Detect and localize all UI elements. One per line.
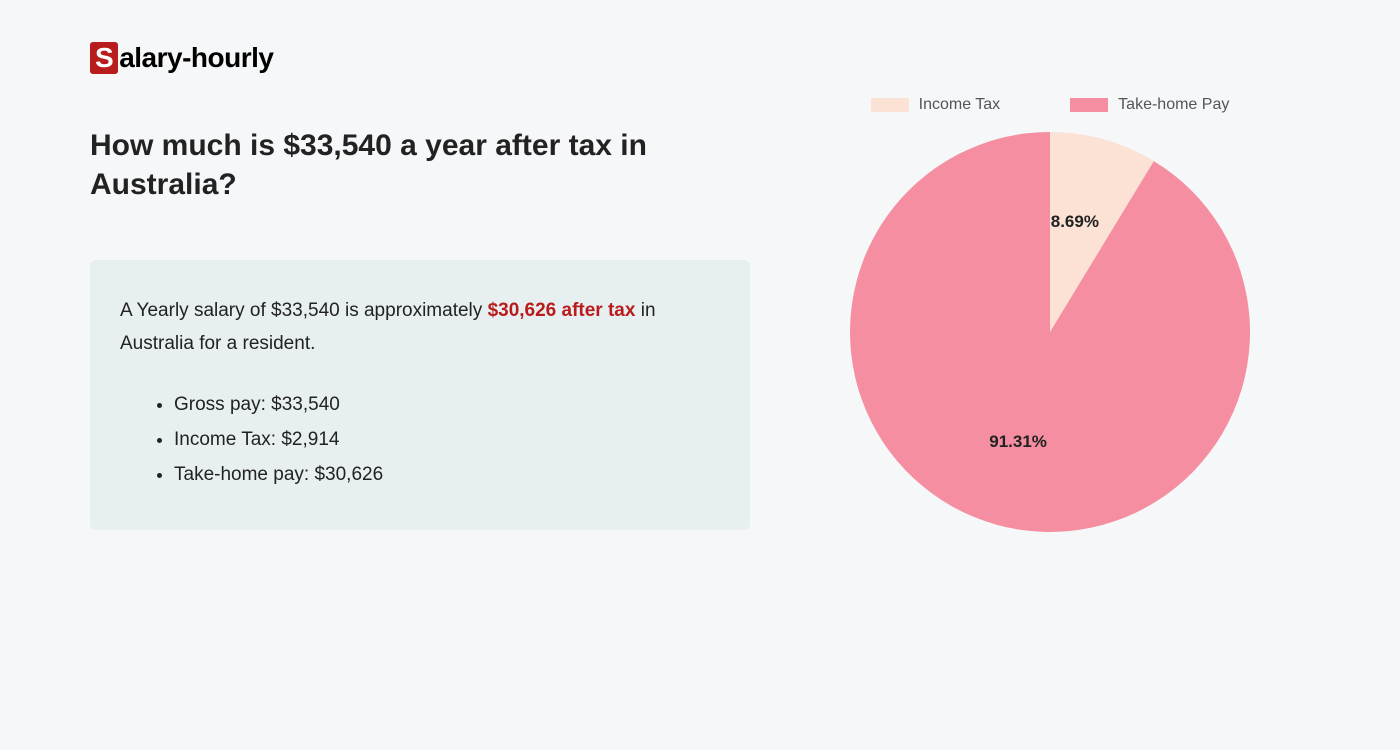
legend-label: Take-home Pay <box>1118 96 1229 114</box>
page-title: How much is $33,540 a year after tax in … <box>90 126 750 204</box>
summary-prefix: A Yearly salary of $33,540 is approximat… <box>120 300 488 321</box>
breakdown-list: Gross pay: $33,540 Income Tax: $2,914 Ta… <box>120 387 720 492</box>
legend-item: Take-home Pay <box>1070 96 1229 114</box>
pie-svg <box>850 132 1250 532</box>
main-content: How much is $33,540 a year after tax in … <box>90 126 1310 532</box>
left-column: How much is $33,540 a year after tax in … <box>90 126 750 532</box>
pie-chart: 8.69% 91.31% <box>850 132 1250 532</box>
list-item: Take-home pay: $30,626 <box>174 457 720 492</box>
legend-swatch-income-tax <box>871 98 909 112</box>
summary-highlight: $30,626 after tax <box>488 300 636 321</box>
site-logo: Salary-hourly <box>90 42 1310 74</box>
summary-box: A Yearly salary of $33,540 is approximat… <box>90 260 750 530</box>
legend-label: Income Tax <box>919 96 1001 114</box>
legend-swatch-take-home <box>1070 98 1108 112</box>
chart-column: Income Tax Take-home Pay 8.69% 91.31% <box>830 96 1270 532</box>
pie-slice <box>850 132 1250 532</box>
list-item: Income Tax: $2,914 <box>174 422 720 457</box>
pie-slice-label: 8.69% <box>1051 212 1099 232</box>
logo-rest: alary-hourly <box>119 42 273 73</box>
summary-text: A Yearly salary of $33,540 is approximat… <box>120 294 720 361</box>
logo-first-char: S <box>90 42 118 74</box>
pie-slice-label: 91.31% <box>989 432 1047 452</box>
chart-legend: Income Tax Take-home Pay <box>830 96 1270 114</box>
legend-item: Income Tax <box>871 96 1001 114</box>
list-item: Gross pay: $33,540 <box>174 387 720 422</box>
